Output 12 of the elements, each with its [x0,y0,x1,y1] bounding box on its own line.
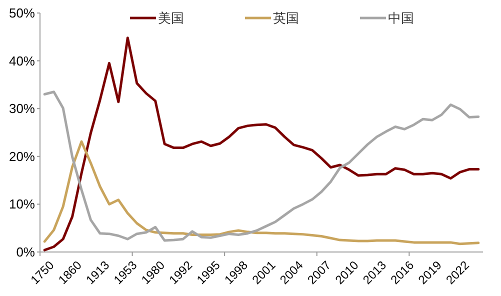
legend-label: 英国 [273,10,299,26]
line-series [43,90,480,242]
legend-label: 中国 [388,10,414,26]
legend-label: 美国 [158,10,184,26]
y-tick-label: 0% [16,244,36,260]
y-tick-label: 20% [8,148,36,164]
y-tick-label: 10% [8,196,36,212]
line-series [43,36,480,252]
y-tick-label: 30% [8,101,36,116]
y-tick-label: 50% [8,6,36,20]
y-tick-label: 40% [8,53,36,68]
line-series [43,140,480,246]
